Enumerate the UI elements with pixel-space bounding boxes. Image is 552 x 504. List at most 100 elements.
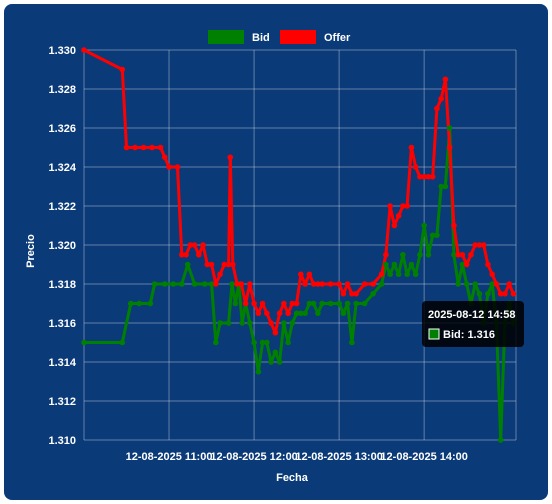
data-point-offer[interactable] — [234, 281, 240, 287]
legend-swatch-bid[interactable] — [208, 30, 244, 44]
data-point-offer[interactable] — [489, 271, 495, 278]
data-point-offer[interactable] — [463, 261, 470, 268]
data-point-bid[interactable] — [353, 300, 359, 307]
data-point-offer[interactable] — [221, 261, 228, 268]
data-point-bid[interactable] — [455, 281, 461, 287]
data-point-offer[interactable] — [178, 251, 185, 258]
data-point-offer[interactable] — [310, 281, 317, 287]
data-point-offer[interactable] — [187, 242, 194, 248]
data-point-offer[interactable] — [230, 261, 236, 268]
data-point-bid[interactable] — [383, 261, 389, 268]
data-point-offer[interactable] — [161, 154, 168, 161]
data-point-offer[interactable] — [149, 144, 155, 151]
data-point-bid[interactable] — [485, 290, 491, 297]
data-point-offer[interactable] — [276, 310, 283, 317]
data-point-bid[interactable] — [151, 281, 158, 287]
data-point-offer[interactable] — [247, 281, 253, 287]
data-point-offer[interactable] — [476, 242, 483, 248]
data-point-offer[interactable] — [289, 300, 296, 307]
data-point-offer[interactable] — [502, 290, 508, 297]
data-point-bid[interactable] — [184, 261, 191, 268]
data-point-bid[interactable] — [404, 271, 410, 278]
data-point-offer[interactable] — [472, 242, 478, 248]
data-point-bid[interactable] — [127, 300, 134, 307]
data-point-bid[interactable] — [302, 310, 308, 317]
data-point-offer[interactable] — [268, 320, 274, 326]
data-point-bid[interactable] — [451, 251, 457, 258]
data-point-offer[interactable] — [468, 251, 474, 258]
data-point-offer[interactable] — [412, 164, 419, 170]
data-point-offer[interactable] — [434, 105, 440, 112]
data-point-offer[interactable] — [302, 281, 308, 287]
data-point-offer[interactable] — [251, 300, 257, 307]
data-point-offer[interactable] — [429, 173, 436, 180]
data-point-bid[interactable] — [408, 261, 415, 268]
legend-label-offer[interactable]: Offer — [324, 32, 351, 44]
data-point-offer[interactable] — [417, 173, 423, 180]
data-point-offer[interactable] — [510, 290, 517, 297]
data-point-offer[interactable] — [225, 261, 232, 268]
data-point-bid[interactable] — [264, 339, 270, 346]
data-point-offer[interactable] — [285, 310, 291, 317]
data-point-bid[interactable] — [336, 300, 342, 307]
data-point-bid[interactable] — [293, 310, 300, 317]
data-point-offer[interactable] — [395, 212, 402, 219]
data-point-bid[interactable] — [170, 281, 177, 287]
data-point-bid[interactable] — [391, 261, 398, 268]
data-point-bid[interactable] — [247, 320, 253, 326]
data-point-offer[interactable] — [336, 281, 342, 287]
data-point-bid[interactable] — [459, 261, 466, 268]
data-point-offer[interactable] — [81, 47, 87, 53]
data-point-offer[interactable] — [227, 154, 234, 161]
data-point-offer[interactable] — [361, 281, 368, 287]
data-point-offer[interactable] — [442, 76, 449, 83]
data-point-offer[interactable] — [255, 310, 262, 317]
data-point-offer[interactable] — [506, 281, 512, 287]
data-point-bid[interactable] — [251, 339, 257, 346]
data-point-offer[interactable] — [140, 144, 147, 151]
data-point-offer[interactable] — [408, 144, 415, 151]
data-point-offer[interactable] — [353, 290, 359, 297]
data-point-bid[interactable] — [378, 281, 385, 287]
data-point-offer[interactable] — [281, 300, 287, 307]
data-point-offer[interactable] — [438, 95, 444, 102]
data-point-bid[interactable] — [229, 281, 235, 287]
data-point-offer[interactable] — [166, 164, 172, 170]
data-point-offer[interactable] — [455, 251, 461, 258]
data-point-bid[interactable] — [272, 349, 279, 356]
legend-swatch-offer[interactable] — [280, 30, 316, 44]
data-point-offer[interactable] — [306, 271, 313, 278]
data-point-offer[interactable] — [183, 251, 189, 258]
data-point-offer[interactable] — [319, 281, 325, 287]
data-point-offer[interactable] — [480, 242, 487, 248]
data-point-bid[interactable] — [239, 320, 245, 326]
data-point-bid[interactable] — [472, 281, 478, 287]
data-point-offer[interactable] — [157, 144, 164, 151]
data-point-bid[interactable] — [259, 339, 266, 346]
data-point-offer[interactable] — [404, 203, 410, 209]
data-point-bid[interactable] — [344, 300, 351, 307]
data-point-bid[interactable] — [178, 281, 185, 287]
data-point-bid[interactable] — [298, 310, 304, 317]
data-point-bid[interactable] — [429, 232, 436, 239]
data-point-offer[interactable] — [298, 271, 304, 278]
data-point-offer[interactable] — [196, 251, 202, 258]
data-point-offer[interactable] — [123, 144, 130, 151]
data-point-offer[interactable] — [315, 281, 321, 287]
data-point-bid[interactable] — [425, 251, 432, 258]
data-point-offer[interactable] — [217, 271, 223, 278]
data-point-bid[interactable] — [370, 290, 376, 297]
data-point-offer[interactable] — [119, 66, 126, 73]
data-point-offer[interactable] — [200, 242, 206, 248]
data-point-bid[interactable] — [225, 320, 232, 326]
data-point-bid[interactable] — [476, 290, 483, 297]
data-point-offer[interactable] — [344, 281, 351, 287]
data-point-bid[interactable] — [387, 271, 393, 278]
data-point-bid[interactable] — [361, 300, 368, 307]
data-point-bid[interactable] — [268, 359, 274, 365]
data-point-bid[interactable] — [395, 271, 402, 278]
data-point-bid[interactable] — [463, 281, 470, 287]
data-point-offer[interactable] — [446, 144, 453, 151]
data-point-bid[interactable] — [434, 232, 440, 239]
data-point-bid[interactable] — [213, 339, 219, 346]
